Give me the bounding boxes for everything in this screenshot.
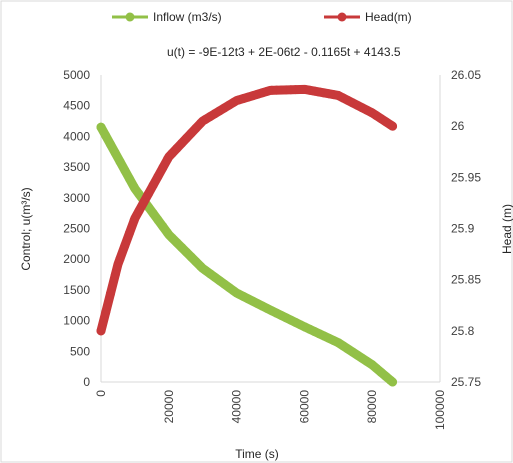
series-inflow [96,122,398,387]
data-point [110,148,120,158]
y-left-tick-label: 1500 [63,283,90,297]
y-left-tick-label: 1000 [63,314,90,328]
x-tick-label: 80000 [365,390,379,424]
y-left-tick-label: 500 [70,344,90,358]
data-point [101,131,111,141]
x-tick-label: 0 [94,390,108,397]
x-axis-title: Time (s) [235,447,279,461]
x-tick-label: 60000 [297,390,311,424]
legend-marker-head [337,12,347,22]
data-point [120,241,130,251]
y-left-tick-label: 2000 [63,252,90,266]
legend: Inflow (m3/s) Head(m) [112,10,412,24]
legend-label-head: Head(m) [365,10,412,24]
x-tick-label: 40000 [230,390,244,424]
y-left-tick-label: 2500 [63,222,90,236]
y-left-tick-label: 4000 [63,129,90,143]
data-point [120,165,130,175]
x-tick-label: 100000 [433,390,447,430]
data-point [101,307,111,317]
data-point [153,172,163,182]
data-point [134,189,144,199]
data-point [110,270,120,280]
data-point [153,215,163,225]
y-left-tick-label: 0 [83,375,90,389]
data-point [134,206,144,216]
y-right-tick-label: 25.8 [451,324,475,338]
data-point [143,189,153,199]
y-right-tick-label: 25.85 [451,273,481,287]
y-left-tick-label: 4500 [63,99,90,113]
data-point [148,208,158,218]
data-point [129,182,139,192]
y-right-tick-label: 26 [451,119,465,133]
trendline-equation: u(t) = -9E-12t3 + 2E-06t2 - 0.1165t + 41… [167,45,401,59]
data-point [129,215,139,225]
y-right-tick-label: 26.05 [451,68,481,82]
data-point [105,139,115,149]
data-point [124,174,134,184]
y-right-tick-label: 25.95 [451,170,481,184]
data-point [105,289,115,299]
legend-label-inflow: Inflow (m3/s) [153,10,222,24]
y-axis-right-title: Head (m) [500,204,513,254]
data-point [96,122,106,132]
series-layer [96,84,398,387]
data-point [388,377,398,387]
y-left-tick-label: 3500 [63,160,90,174]
y-left-tick-label: 3000 [63,191,90,205]
data-point [139,197,149,207]
y-left-tick-label: 5000 [63,68,90,82]
y-axis-left-title: Control; u(m³/s) [19,187,33,270]
y-right-tick-label: 25.75 [451,375,481,389]
data-point [162,154,172,164]
y-right-tick-label: 25.9 [451,222,475,236]
data-point [115,157,125,167]
x-tick-label: 20000 [162,390,176,424]
data-point [388,121,398,131]
legend-marker-inflow [125,12,135,22]
data-point [158,163,168,173]
data-point [124,228,134,238]
tick-labels: 0 500 1000 1500 2000 2500 3000 3500 4000 4500 5000… [63,68,481,430]
data-point [158,221,168,231]
data-point [148,180,158,190]
series-head [96,84,398,336]
data-point [96,326,106,336]
data-point [115,254,125,264]
